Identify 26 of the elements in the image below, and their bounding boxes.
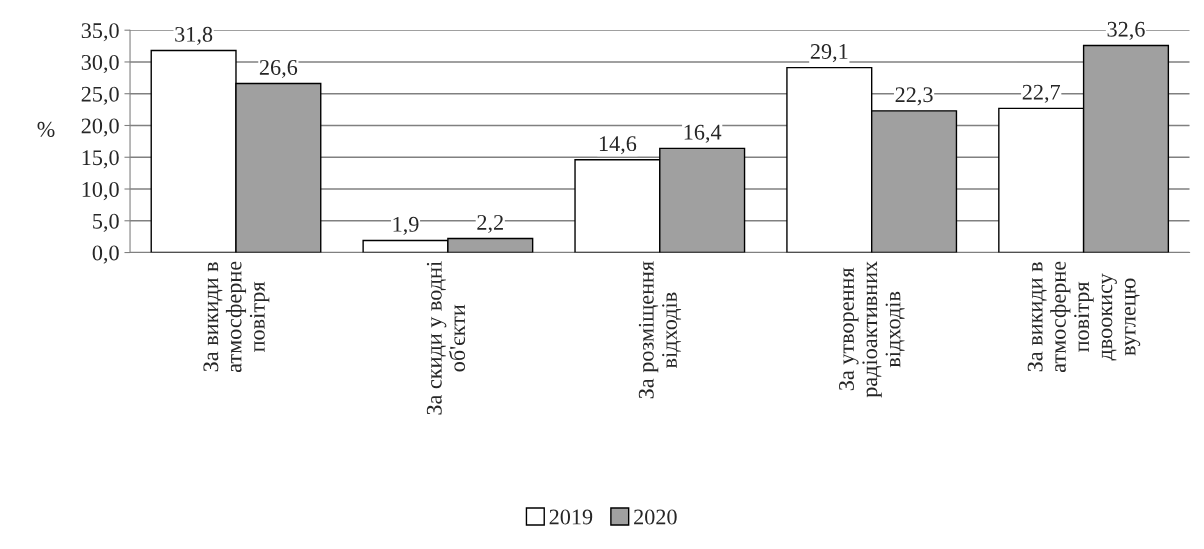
data-label: 32,6 — [1107, 21, 1145, 40]
y-tick-label: 0,0 — [92, 245, 119, 264]
y-tick-label: 30,0 — [81, 54, 119, 74]
y-tick-label: 25,0 — [81, 86, 119, 105]
data-label: 2,2 — [477, 214, 503, 234]
x-tick-label: За скиди у водні об'єкти — [426, 261, 466, 415]
x-tick-label: За викиди в атмосферне повітря — [203, 261, 270, 373]
data-label: 16,4 — [684, 124, 722, 143]
y-tick-label: 5,0 — [93, 213, 119, 232]
data-label: 31,8 — [175, 26, 213, 46]
data-label: 29,1 — [810, 44, 848, 63]
data-label: 22,3 — [895, 87, 933, 106]
y-tick-label: 15,0 — [82, 150, 119, 169]
y-tick-label: 35,0 — [81, 23, 119, 42]
y-tick-label: 20,0 — [81, 118, 119, 137]
y-axis-title: % — [37, 121, 55, 137]
data-label: 26,6 — [259, 59, 298, 79]
y-tick-label: 10,0 — [82, 181, 119, 201]
data-label: 1,9 — [393, 216, 419, 235]
legend-label: 2019 — [549, 509, 593, 525]
x-tick-label: За розміщення відходів — [638, 261, 682, 399]
x-tick-label: За викиди в атмосферне повітря двоокису вуглецю — [1027, 261, 1141, 373]
legend-label: 2020 — [634, 509, 677, 525]
data-label: 14,6 — [599, 136, 637, 155]
x-tick-label: За утворення радіоактивних відходів — [839, 261, 905, 398]
data-label: 22,7 — [1022, 84, 1061, 103]
